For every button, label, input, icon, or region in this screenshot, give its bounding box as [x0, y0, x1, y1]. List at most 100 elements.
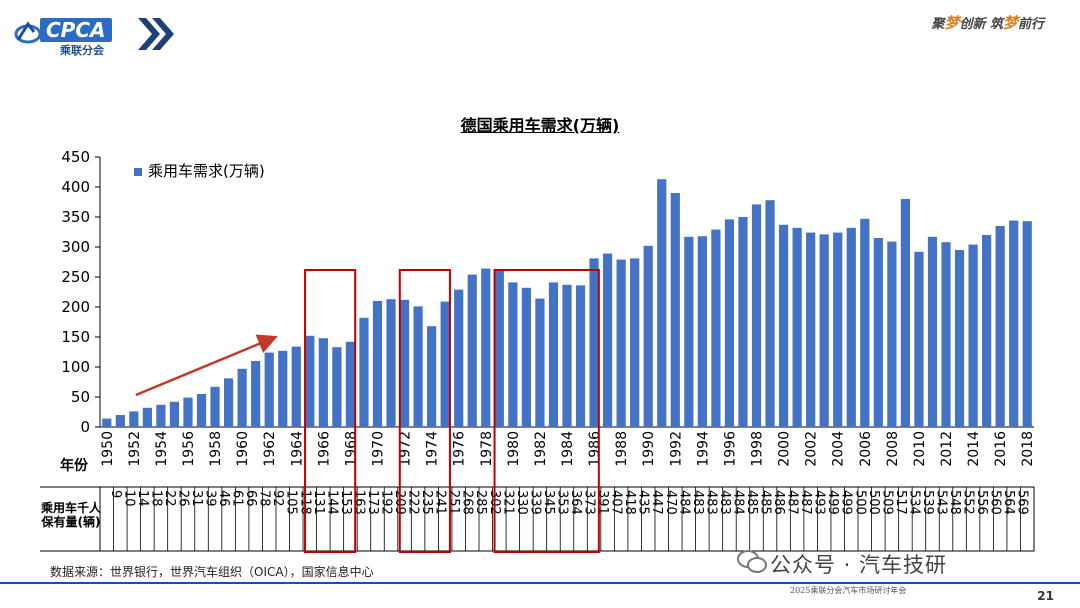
table-cell: 548 [947, 490, 962, 515]
bar [1009, 220, 1019, 427]
table-cell: 131 [311, 490, 326, 515]
bar [562, 284, 572, 427]
x-tick-label: 1950 [100, 431, 116, 467]
x-tick-label: 1986 [587, 431, 603, 467]
bar [873, 238, 883, 427]
bar [102, 418, 112, 427]
table-cell: 552 [961, 490, 976, 515]
bar [494, 269, 504, 427]
x-tick-label: 1984 [560, 431, 576, 467]
bar [291, 346, 301, 427]
table-cell: 105 [284, 490, 299, 515]
table-cell: 407 [609, 490, 624, 515]
trend-arrow [135, 334, 278, 397]
bar [386, 299, 396, 427]
y-tick-label: 400 [61, 178, 90, 196]
y-tick-label: 300 [61, 238, 90, 256]
x-tick-label: 1974 [425, 431, 441, 467]
bar [670, 193, 680, 427]
bar [359, 317, 369, 427]
table-cell: 486 [771, 490, 786, 515]
table-cell: 345 [541, 490, 556, 515]
x-axis-label: 年份 [60, 457, 89, 474]
slogan-part: 聚 [931, 17, 945, 32]
bar [684, 236, 694, 427]
x-tick-label: 1966 [316, 431, 332, 467]
table-row-label: 乘用车千人保有量(辆) [40, 501, 101, 529]
x-tick-label: 1992 [668, 431, 684, 467]
table-cell: 485 [744, 490, 759, 515]
slogan: 聚梦创新 筑梦前行 [931, 12, 1044, 33]
x-tick-label: 1952 [127, 431, 143, 467]
bar [575, 285, 586, 427]
bar [968, 244, 978, 427]
bar [508, 282, 518, 427]
table-cell: 499 [839, 490, 854, 515]
x-tick-label: 1970 [370, 431, 386, 467]
x-tick-label: 1960 [235, 431, 251, 467]
table-cell: 364 [568, 490, 583, 515]
table-cell: 144 [324, 490, 339, 515]
table-cell: 556 [974, 490, 989, 515]
wechat-icon [737, 550, 767, 573]
bar [778, 224, 789, 427]
bar [440, 301, 450, 427]
bar [427, 326, 437, 427]
bar [115, 415, 125, 427]
x-tick-label: 2004 [831, 431, 847, 467]
table-cell: 339 [527, 490, 542, 515]
table-cell: 222 [406, 490, 421, 515]
bar [616, 259, 626, 427]
slogan-part: 创新 筑 [959, 17, 1003, 32]
table-cell: 500 [852, 490, 867, 515]
x-tick-label: 1996 [722, 431, 738, 467]
slogan-part: 前行 [1017, 17, 1044, 32]
bar [927, 236, 938, 427]
x-tick-label: 2016 [993, 431, 1009, 467]
x-tick-label: 2010 [912, 431, 928, 467]
x-tick-label: 2014 [966, 431, 982, 467]
data-source: 数据来源：世界银行，世界汽车组织（OICA），国家信息中心 [50, 565, 374, 579]
bar [183, 397, 193, 427]
bar [223, 378, 234, 427]
chart-legend: 乘用车需求(万辆) [134, 160, 265, 181]
table-cell: 163 [351, 490, 366, 515]
table-cell: 500 [866, 490, 881, 515]
table-cell: 192 [378, 490, 393, 515]
header: CPCA 乘联分会 聚梦创新 筑梦前行 [0, 0, 1080, 66]
table-cell: 251 [446, 490, 461, 515]
bar [792, 227, 802, 427]
x-tick-label: 2018 [1020, 431, 1036, 467]
bar [589, 258, 599, 427]
table-cell: 235 [419, 490, 434, 515]
table-cell: 485 [758, 490, 773, 515]
table-cell: 484 [676, 490, 691, 515]
table-cell: 483 [690, 490, 705, 515]
table-cell: 268 [460, 490, 475, 515]
table-cell: 517 [893, 490, 908, 515]
y-tick-label: 200 [61, 298, 90, 316]
bar [481, 268, 491, 427]
table-cell: 18 [148, 490, 163, 507]
bar [278, 350, 288, 427]
bar [399, 299, 410, 427]
table-cell: 509 [879, 490, 894, 515]
legend-swatch [134, 167, 142, 176]
x-tick-label: 1998 [750, 431, 766, 467]
chart-title: 德国乘用车需求(万辆) [460, 116, 620, 135]
logo-text: CPCA [40, 18, 112, 42]
bar [332, 347, 342, 427]
footer-event: 2025乘联分会汽车市场研讨年会 [790, 586, 907, 595]
page-number: 21 [1037, 589, 1054, 603]
x-tick-label: 1990 [641, 431, 657, 467]
table-cell: 560 [988, 490, 1003, 515]
bar [954, 250, 965, 427]
legend-label: 乘用车需求(万辆) [148, 162, 265, 180]
x-tick-label: 1976 [452, 431, 468, 467]
bar [413, 306, 423, 427]
bar [711, 229, 721, 427]
x-tick-label: 2006 [858, 431, 874, 467]
bar [860, 218, 870, 427]
y-tick-label: 150 [61, 328, 90, 346]
x-tick-label: 1980 [506, 431, 522, 467]
